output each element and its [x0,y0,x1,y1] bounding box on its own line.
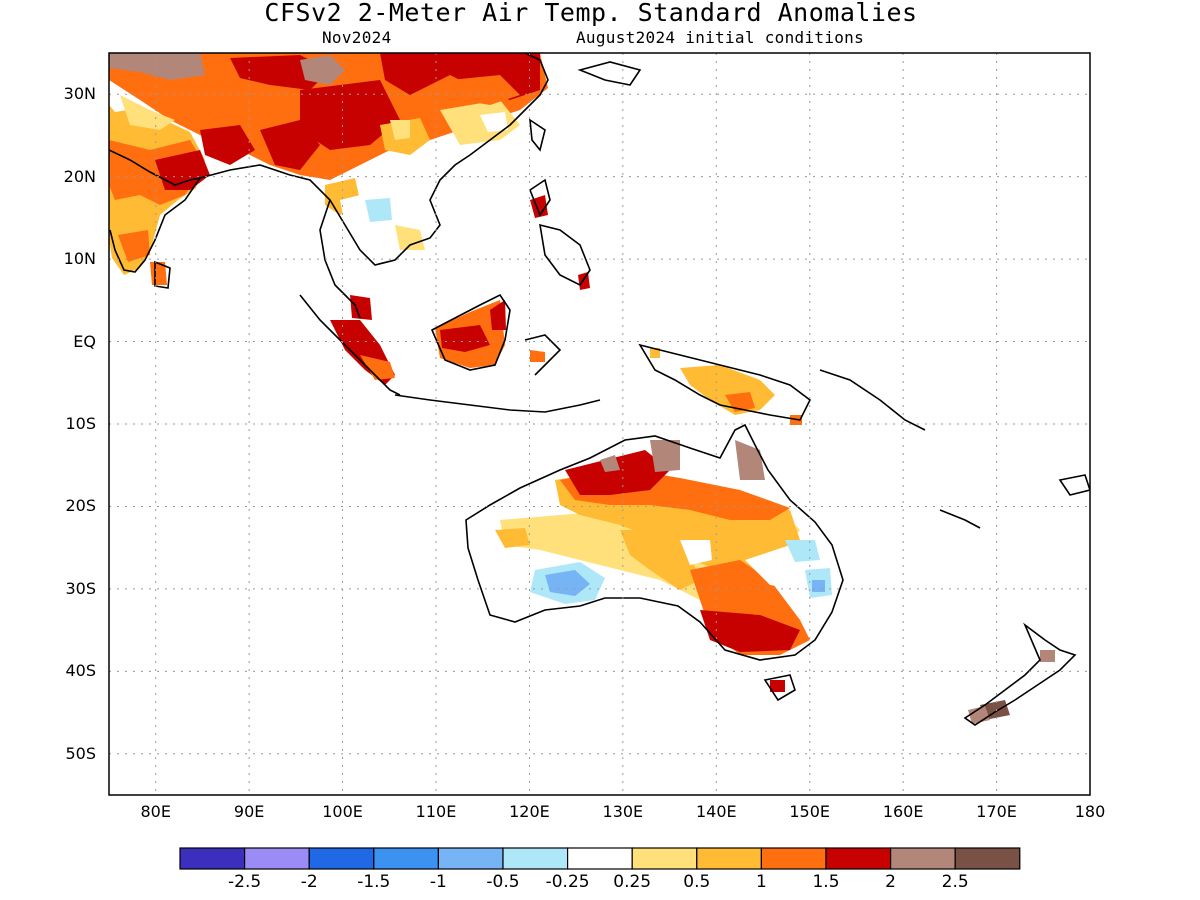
lon-label: 80E [140,802,171,821]
colorbar-tick-label: 0.25 [613,872,652,892]
coastlines [109,53,1090,726]
colorbar-tick-label: -0.25 [545,872,590,892]
lon-label: 110E [415,802,457,821]
lon-label: 140E [695,802,737,821]
colorbar-tick-label: -2 [300,872,318,892]
lon-label: 150E [789,802,831,821]
lat-label: EQ [73,331,96,351]
colorbar-swatch [502,847,569,870]
colorbar-tick-label: -1.5 [357,872,391,892]
colorbar-swatch [889,847,956,870]
initial-conditions-label: August2024 initial conditions [576,28,865,47]
colorbar-swatch [696,847,762,870]
colorbar-swatch [760,847,827,870]
lon-label: 170E [976,802,1017,821]
colorbar-swatch [631,847,698,870]
colorbar-swatch [308,847,375,870]
lat-label: 20N [63,166,96,186]
colorbar-swatch [954,847,1021,870]
lat-lon-grid [109,53,1090,795]
plot-frame [108,52,1091,796]
lon-label: 100E [322,802,363,821]
colorbar-tick-label: 2 [885,872,896,892]
lon-label: 180 [1074,802,1106,821]
colorbar [179,847,1021,870]
colorbar-swatch [179,847,246,870]
lat-label: 50S [65,743,96,763]
colorbar-tick-label: -1 [429,872,447,892]
colorbar-tick-label: 0.5 [683,872,711,892]
colorbar-swatch [373,847,439,870]
lon-label: 90E [233,802,265,821]
lon-label: 120E [509,802,550,821]
map-title: CFSv2 2-Meter Air Temp. Standard Anomali… [264,0,918,27]
lat-label: 30S [65,578,96,598]
colorbar-tick-label: 2.5 [941,872,969,892]
colorbar-tick-label: 1 [755,872,767,892]
lon-label: 130E [602,802,644,821]
anomaly-shading [109,53,1055,724]
forecast-month-label: Nov2024 [322,28,392,47]
colorbar-swatch [825,847,892,870]
colorbar-tick-label: -0.5 [486,872,520,892]
lat-label: 30N [63,84,96,104]
lon-label: 160E [882,802,924,821]
colorbar-tick-label: -2.5 [228,872,262,892]
colorbar-swatch [437,847,504,870]
colorbar-swatch [244,847,310,870]
lat-label: 10N [63,249,96,269]
lat-label: 10S [65,414,96,433]
colorbar-swatch [566,847,633,870]
lat-label: 40S [65,661,96,681]
colorbar-tick-label: 1.5 [812,872,840,892]
lat-label: 20S [65,496,96,516]
